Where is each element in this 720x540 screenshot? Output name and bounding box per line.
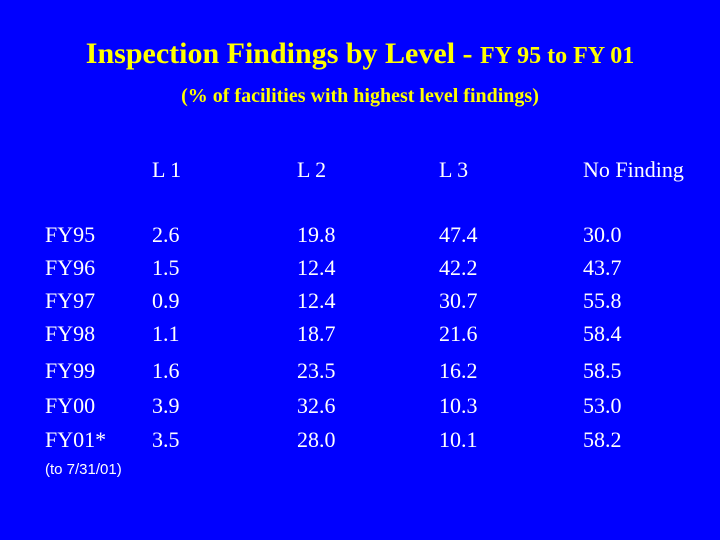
cell-l2: 19.8 [297, 222, 336, 247]
cell-l2: 32.6 [297, 393, 336, 418]
cell-no-finding: 58.2 [583, 427, 622, 452]
slide-title-main: Inspection Findings by Level - [85, 37, 481, 70]
cell-l2: 18.7 [297, 321, 336, 346]
row-label: FY01* [45, 427, 107, 452]
row-label: FY98 [45, 321, 96, 346]
cell-l2: 12.4 [297, 288, 336, 313]
header-l2: L 2 [297, 157, 327, 182]
cell-no-finding: 58.5 [583, 358, 622, 383]
cell-l1: 3.9 [152, 393, 180, 418]
row-label: FY97 [45, 288, 96, 313]
row-label: FY99 [45, 358, 96, 383]
cell-no-finding: 30.0 [583, 222, 622, 247]
cell-l3: 21.6 [439, 321, 478, 346]
cell-l1: 2.6 [152, 222, 180, 247]
cell-l1: 1.1 [152, 321, 180, 346]
cell-l3: 42.2 [439, 255, 478, 280]
cell-l3: 10.3 [439, 393, 478, 418]
cell-l3: 30.7 [439, 288, 478, 313]
header-l3: L 3 [439, 157, 469, 182]
header-l1: L 1 [152, 157, 182, 182]
slide-title: Inspection Findings by Level - FY 95 to … [0, 30, 720, 80]
cell-l2: 28.0 [297, 427, 336, 452]
row-label: FY00 [45, 393, 96, 418]
cell-l3: 47.4 [439, 222, 478, 247]
slide-title-range: FY 95 to FY 01 [480, 43, 635, 69]
footnote: (to 7/31/01) [45, 461, 122, 478]
cell-l1: 3.5 [152, 427, 180, 452]
cell-no-finding: 58.4 [583, 321, 622, 346]
cell-l3: 16.2 [439, 358, 478, 383]
cell-no-finding: 53.0 [583, 393, 622, 418]
cell-l1: 0.9 [152, 288, 180, 313]
cell-l1: 1.6 [152, 358, 180, 383]
row-label: FY96 [45, 255, 96, 280]
cell-l1: 1.5 [152, 255, 180, 280]
cell-no-finding: 55.8 [583, 288, 622, 313]
cell-l3: 10.1 [439, 427, 478, 452]
header-no-finding: No Finding [583, 157, 684, 182]
slide-subtitle: (% of facilities with highest level find… [181, 85, 539, 107]
cell-no-finding: 43.7 [583, 255, 622, 280]
cell-l2: 12.4 [297, 255, 336, 280]
cell-l2: 23.5 [297, 358, 336, 383]
row-label: FY95 [45, 222, 96, 247]
